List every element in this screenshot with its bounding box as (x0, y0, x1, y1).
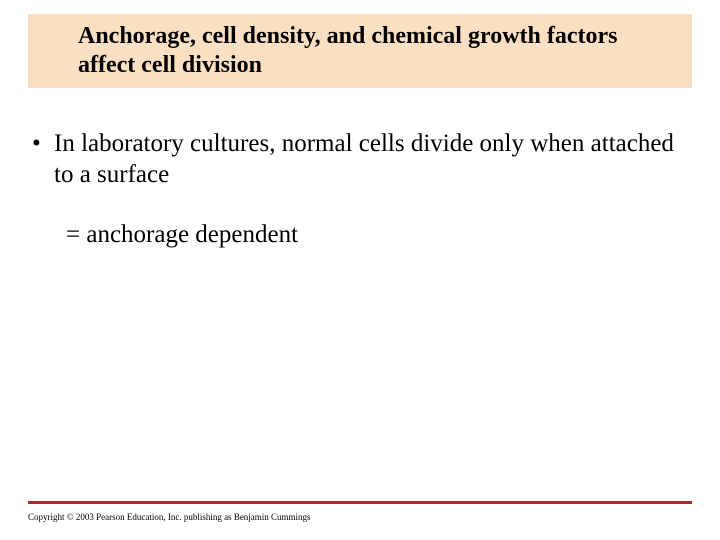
sub-row: = anchorage dependent (28, 219, 692, 250)
copyright-text: Copyright © 2003 Pearson Education, Inc.… (28, 512, 311, 522)
slide-title: Anchorage, cell density, and chemical gr… (78, 22, 642, 80)
bullet-marker: • (28, 128, 54, 159)
bullet-row: • In laboratory cultures, normal cells d… (28, 128, 692, 191)
bullet-text: In laboratory cultures, normal cells div… (54, 128, 692, 191)
sub-text: = anchorage dependent (66, 219, 692, 250)
footer-rule (28, 501, 692, 504)
title-box: Anchorage, cell density, and chemical gr… (28, 14, 692, 88)
slide-container: Anchorage, cell density, and chemical gr… (0, 0, 720, 540)
body-area: • In laboratory cultures, normal cells d… (28, 128, 692, 250)
